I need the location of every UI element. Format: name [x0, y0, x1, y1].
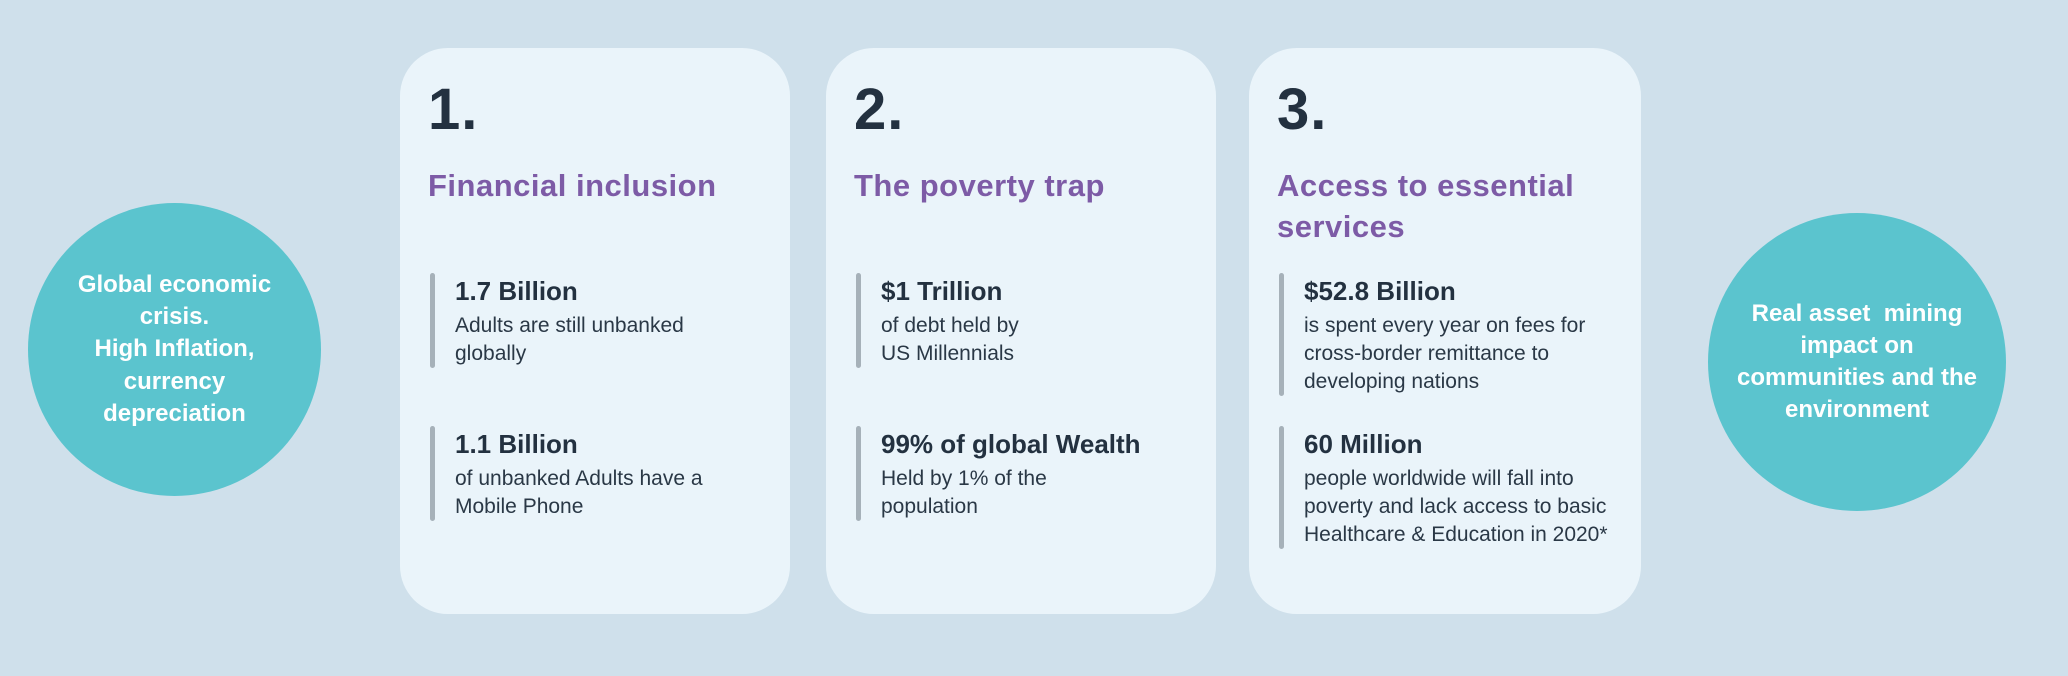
stat-value: 60 Million: [1304, 429, 1423, 459]
stat-description: is spent every year on fees for cross-bo…: [1304, 313, 1586, 393]
stat-value: $1 Trillion: [881, 276, 1003, 306]
stat-body: 99% of global Wealth Held by 1% of the p…: [861, 426, 1141, 521]
stat-accent-bar: [856, 426, 861, 521]
stat-value: 1.1 Billion: [455, 429, 578, 459]
stat-block: 1.1 Billion of unbanked Adults have a Mo…: [430, 426, 776, 521]
stat-body: $1 Trillion of debt held by US Millennia…: [861, 273, 1019, 368]
card-title: Financial inclusion: [428, 168, 717, 203]
stat-value: 99% of global Wealth: [881, 429, 1141, 459]
card-title: Access to essential services: [1277, 168, 1575, 244]
stat-description: Held by 1% of the population: [881, 466, 1047, 518]
stat-accent-bar: [1279, 426, 1284, 549]
stat-body: 60 Million people worldwide will fall in…: [1284, 426, 1608, 549]
stat-block: $1 Trillion of debt held by US Millennia…: [856, 273, 1202, 368]
card-number: 2.: [854, 77, 905, 142]
stat-block: 1.7 Billion Adults are still unbanked gl…: [430, 273, 776, 368]
card-number: 3.: [1277, 77, 1328, 142]
card-financial-inclusion: 1. Financial inclusion 1.7 Billion Adult…: [400, 48, 790, 614]
mining-impact-circle: Real asset mining impact on communities …: [1708, 213, 2006, 511]
stat-value: $52.8 Billion: [1304, 276, 1456, 306]
stat-block: 99% of global Wealth Held by 1% of the p…: [856, 426, 1202, 521]
stat-block: 60 Million people worldwide will fall in…: [1279, 426, 1627, 549]
stat-body: $52.8 Billion is spent every year on fee…: [1284, 273, 1585, 396]
stat-description: of debt held by US Millennials: [881, 313, 1019, 365]
card-number: 1.: [428, 77, 479, 142]
mining-impact-circle-text: Real asset mining impact on communities …: [1736, 299, 1978, 424]
stat-body: 1.1 Billion of unbanked Adults have a Mo…: [435, 426, 703, 521]
stat-value: 1.7 Billion: [455, 276, 578, 306]
global-crisis-circle: Global economic crisis. High Inflation, …: [28, 203, 321, 496]
stat-accent-bar: [430, 273, 435, 368]
stat-accent-bar: [430, 426, 435, 521]
stat-description: people worldwide will fall into poverty …: [1304, 466, 1608, 546]
stat-description: of unbanked Adults have a Mobile Phone: [455, 466, 703, 518]
stat-description: Adults are still unbanked globally: [455, 313, 684, 365]
card-title: The poverty trap: [854, 168, 1105, 203]
stat-body: 1.7 Billion Adults are still unbanked gl…: [435, 273, 684, 368]
card-poverty-trap: 2. The poverty trap $1 Trillion of debt …: [826, 48, 1216, 614]
stat-block: $52.8 Billion is spent every year on fee…: [1279, 273, 1627, 396]
stat-accent-bar: [1279, 273, 1284, 396]
stat-accent-bar: [856, 273, 861, 368]
card-essential-services: 3. Access to essential services $52.8 Bi…: [1249, 48, 1641, 614]
global-crisis-circle-text: Global economic crisis. High Inflation, …: [77, 271, 272, 427]
